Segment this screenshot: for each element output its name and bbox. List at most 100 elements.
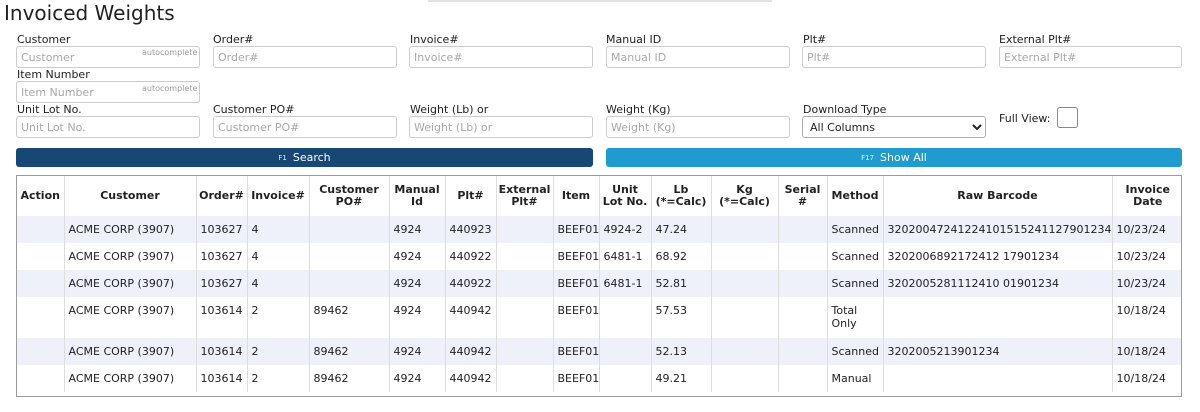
cell-invoice-date: 10/23/24 — [1111, 243, 1181, 270]
cell-order: 103627 — [195, 216, 247, 243]
cell-unit-lot — [598, 297, 651, 338]
table-row[interactable]: ACME CORP (3907) 103627 4 4924 440922 BE… — [17, 270, 1181, 297]
cell-raw-barcode: 32020047241224101515241127901234 — [882, 216, 1112, 243]
col-header-manual-id[interactable]: Manual Id — [388, 176, 445, 216]
table-row[interactable]: ACME CORP (3907) 103627 4 4924 440922 BE… — [17, 243, 1181, 270]
cell-raw-barcode: 3202005213901234 — [882, 338, 1112, 365]
cell-serial — [777, 338, 827, 365]
col-header-item[interactable]: Item — [552, 176, 599, 216]
cell-action — [17, 216, 64, 243]
col-header-invoice-date[interactable]: Invoice Date — [1111, 176, 1181, 216]
cell-customer-po — [308, 216, 389, 243]
cell-method: Manual — [826, 365, 883, 392]
cell-serial — [777, 243, 827, 270]
cell-manual-id: 4924 — [388, 270, 445, 297]
col-header-customer-po[interactable]: Customer PO# — [308, 176, 389, 216]
col-header-unit-lot[interactable]: Unit Lot No. — [598, 176, 651, 216]
cell-lb: 68.92 — [650, 243, 711, 270]
item-number-autocomplete-hint: autocomplete — [142, 84, 198, 93]
cell-manual-id: 4924 — [388, 365, 445, 392]
customer-po-input[interactable] — [213, 116, 397, 138]
cell-customer: ACME CORP (3907) — [63, 297, 196, 338]
cell-external-plt — [495, 338, 553, 365]
unit-lot-input[interactable] — [16, 116, 200, 138]
col-header-customer[interactable]: Customer — [63, 176, 196, 216]
plt-label: Plt# — [803, 33, 827, 46]
cell-external-plt — [495, 216, 553, 243]
col-header-action[interactable]: Action — [17, 176, 64, 216]
cell-lb: 52.81 — [650, 270, 711, 297]
full-view-checkbox[interactable] — [1057, 107, 1078, 128]
search-button[interactable]: F1 Search — [16, 148, 593, 167]
col-header-lb[interactable]: Lb (*=Calc) — [650, 176, 711, 216]
order-label: Order# — [213, 33, 254, 46]
cell-item: BEEF01 — [552, 243, 599, 270]
cell-method: Total Only — [826, 297, 883, 338]
weight-kg-input[interactable] — [606, 116, 790, 138]
cell-item: BEEF01 — [552, 216, 599, 243]
cell-invoice: 2 — [246, 297, 309, 338]
cell-invoice: 4 — [246, 216, 309, 243]
cell-serial — [777, 297, 827, 338]
page-title: Invoiced Weights — [4, 1, 175, 25]
table-row[interactable]: ACME CORP (3907) 103614 2 89462 4924 440… — [17, 297, 1181, 338]
col-header-serial[interactable]: Serial # — [777, 176, 827, 216]
col-header-kg[interactable]: Kg (*=Calc) — [710, 176, 778, 216]
cell-serial — [777, 216, 827, 243]
col-header-invoice[interactable]: Invoice# — [246, 176, 309, 216]
cell-external-plt — [495, 270, 553, 297]
cell-customer: ACME CORP (3907) — [63, 365, 196, 392]
cell-invoice-date: 10/23/24 — [1111, 270, 1181, 297]
item-number-input[interactable] — [16, 81, 200, 103]
download-type-select[interactable]: All Columns — [802, 116, 986, 138]
cell-kg — [710, 243, 778, 270]
customer-input[interactable] — [16, 46, 200, 68]
cell-action — [17, 338, 64, 365]
col-header-raw-barcode[interactable]: Raw Barcode — [882, 176, 1112, 216]
top-edge-shadow — [428, 0, 772, 2]
cell-kg — [710, 270, 778, 297]
cell-raw-barcode — [882, 297, 1112, 338]
cell-unit-lot: 6481-1 — [598, 243, 651, 270]
plt-input[interactable] — [802, 46, 986, 68]
weight-lb-input[interactable] — [409, 116, 593, 138]
customer-label: Customer — [17, 33, 71, 46]
unit-lot-label: Unit Lot No. — [17, 103, 82, 116]
cell-unit-lot — [598, 338, 651, 365]
cell-kg — [710, 297, 778, 338]
cell-lb: 52.13 — [650, 338, 711, 365]
cell-customer-po — [308, 243, 389, 270]
col-header-order[interactable]: Order# — [195, 176, 247, 216]
cell-customer-po — [308, 270, 389, 297]
show-all-button[interactable]: F17 Show All — [606, 148, 1182, 167]
cell-external-plt — [495, 243, 553, 270]
table-row[interactable]: ACME CORP (3907) 103627 4 4924 440923 BE… — [17, 216, 1181, 243]
cell-customer: ACME CORP (3907) — [63, 216, 196, 243]
cell-external-plt — [495, 365, 553, 392]
cell-unit-lot — [598, 365, 651, 392]
weight-lb-label: Weight (Lb) or — [410, 103, 489, 116]
external-plt-input[interactable] — [999, 46, 1182, 68]
table-row[interactable]: ACME CORP (3907) 103614 2 89462 4924 440… — [17, 365, 1181, 392]
invoice-input[interactable] — [409, 46, 593, 68]
cell-invoice: 2 — [246, 338, 309, 365]
customer-autocomplete-hint: autocomplete — [142, 48, 198, 57]
cell-plt: 440942 — [444, 297, 496, 338]
manual-id-input[interactable] — [606, 46, 790, 68]
cell-manual-id: 4924 — [388, 216, 445, 243]
show-all-button-label: Show All — [880, 151, 927, 164]
order-input[interactable] — [213, 46, 397, 68]
weight-kg-label: Weight (Kg) — [606, 103, 671, 116]
cell-order: 103614 — [195, 297, 247, 338]
cell-invoice-date: 10/18/24 — [1111, 297, 1181, 338]
cell-order: 103614 — [195, 338, 247, 365]
cell-action — [17, 270, 64, 297]
cell-customer: ACME CORP (3907) — [63, 243, 196, 270]
col-header-plt[interactable]: Plt# — [444, 176, 496, 216]
cell-raw-barcode — [882, 365, 1112, 392]
col-header-method[interactable]: Method — [826, 176, 883, 216]
table-row[interactable]: ACME CORP (3907) 103614 2 89462 4924 440… — [17, 338, 1181, 365]
cell-customer-po: 89462 — [308, 297, 389, 338]
col-header-external-plt[interactable]: External Plt# — [495, 176, 553, 216]
cell-invoice: 2 — [246, 365, 309, 392]
